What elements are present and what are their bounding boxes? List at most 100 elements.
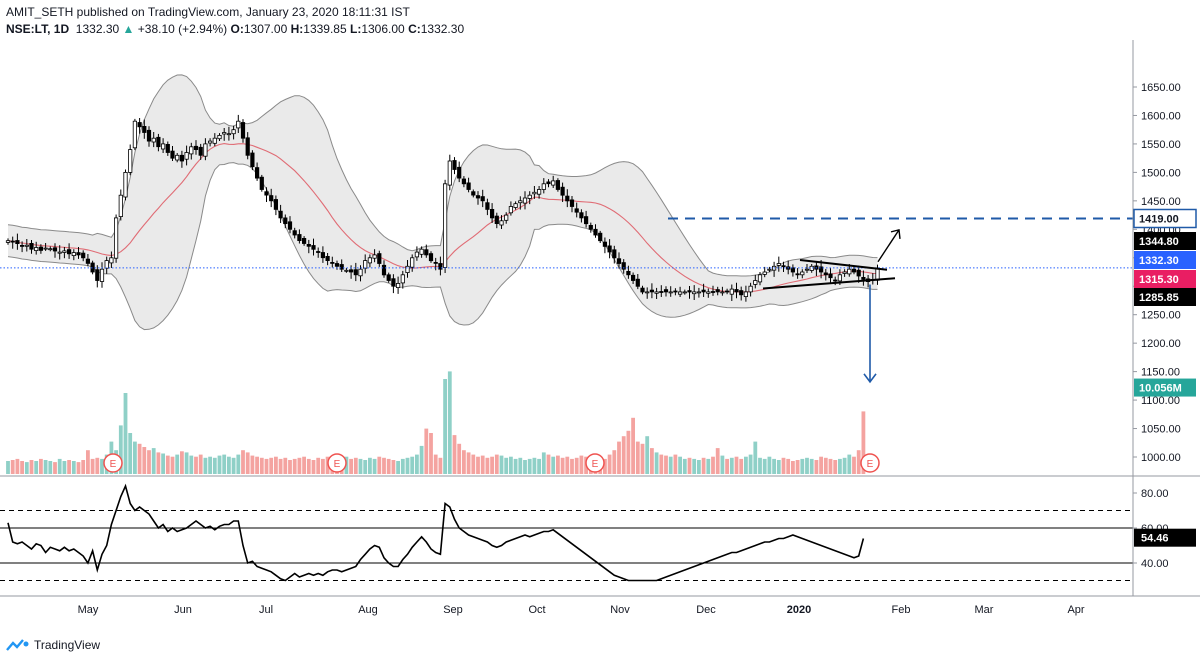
candle-body-up: [776, 263, 781, 266]
candle-body-up: [499, 220, 504, 226]
candle-body-down: [433, 261, 438, 264]
time-axis-label: Jul: [259, 604, 273, 616]
candle-body-up: [743, 291, 749, 297]
volume-bar: [739, 458, 744, 474]
candle-body-up: [748, 285, 753, 293]
candle-body-down: [471, 191, 476, 196]
candle-body-up: [212, 137, 217, 144]
volume-bar: [311, 460, 316, 474]
candle-body-up: [767, 268, 772, 271]
tradingview-brand[interactable]: TradingView: [34, 638, 101, 652]
volume-bar: [833, 460, 838, 474]
volume-bar: [631, 417, 635, 474]
volume-bar: [100, 458, 104, 474]
candle-body-down: [81, 252, 86, 259]
volume-bar: [823, 457, 828, 474]
breakout-arrowhead: [890, 229, 901, 239]
open-label: O:: [230, 22, 244, 36]
candle-body-down: [457, 166, 462, 179]
volume-bar: [541, 452, 546, 474]
candle-body-down: [301, 237, 307, 244]
volume-bar: [786, 458, 791, 474]
candle-body-down: [494, 215, 499, 225]
rsi-value-tag-label: 54.46: [1141, 533, 1169, 545]
candle-body-up: [189, 146, 194, 155]
earnings-marker-icon[interactable]: [860, 453, 880, 473]
price-chart[interactable]: 1650.001600.001550.001500.001450.001400.…: [0, 40, 1200, 630]
candle-body-down: [15, 240, 20, 244]
candle-body-down: [602, 241, 608, 247]
candle-body-down: [259, 176, 264, 190]
volume-bar: [161, 453, 165, 474]
volume-bar: [53, 462, 57, 474]
volume-bar: [189, 455, 194, 474]
rsi-pane: [0, 475, 1200, 582]
candle-body-down: [377, 253, 382, 264]
candle-body-down: [353, 269, 358, 276]
drawings: [0, 217, 1133, 384]
candle-body-down: [673, 290, 678, 293]
candle-body-down: [193, 145, 199, 151]
candle-body-down: [739, 290, 744, 296]
volume-bar: [288, 460, 292, 474]
candle-body-up: [692, 291, 697, 295]
candle-body-down: [306, 243, 311, 247]
candle-body-down: [687, 290, 692, 293]
candle-body-down: [659, 291, 664, 293]
candle-body-up: [527, 194, 532, 199]
candle-body-down: [325, 255, 330, 261]
volume-bar: [607, 454, 612, 474]
candle-body-down: [10, 240, 15, 243]
volume-bar: [748, 454, 753, 474]
candle-body-up: [800, 271, 805, 276]
volume-tag-label: 10.056M: [1139, 383, 1182, 395]
volume-bar: [447, 371, 452, 474]
candle-body-down: [381, 264, 387, 276]
volume-bar: [278, 458, 283, 474]
volume-bar: [772, 458, 776, 474]
candle-body-down: [584, 216, 589, 225]
candle-body-down: [95, 269, 100, 281]
candle-body-down: [19, 244, 25, 247]
symbol-label[interactable]: NSE:LT, 1D: [6, 22, 70, 36]
candle-body-up: [678, 291, 683, 295]
volume-bar: [297, 457, 302, 474]
candle-body-up: [160, 143, 166, 150]
volume-bar: [471, 454, 476, 474]
candle-body-down: [240, 122, 246, 139]
candles: [5, 114, 880, 302]
earnings-marker-icon[interactable]: [327, 453, 347, 473]
candle-body-down: [715, 289, 720, 293]
volume-bar: [24, 462, 29, 474]
volume-bar: [194, 456, 198, 474]
candle-body-down: [428, 253, 434, 262]
breakout-arrow: [877, 229, 900, 263]
volume-bar: [767, 456, 772, 474]
time-axis-label: Dec: [696, 604, 716, 616]
candle-body-up: [222, 132, 227, 135]
volume-bar: [697, 460, 701, 474]
candle-body-down: [607, 245, 612, 253]
earnings-marker-icon[interactable]: [585, 453, 605, 473]
earnings-marker-icon[interactable]: [103, 453, 123, 473]
candle-body-down: [701, 289, 706, 293]
candle-body-up: [123, 171, 128, 198]
chart-header: AMIT_SETH published on TradingView.com, …: [0, 0, 1200, 40]
price-tick-label: 1600.00: [1141, 110, 1181, 122]
candle-body-up: [207, 140, 213, 144]
candle-body-up: [62, 250, 67, 253]
time-axis-label: Oct: [528, 604, 545, 616]
volume-bar: [29, 460, 34, 474]
volume-bar: [720, 455, 725, 474]
volume-bar: [198, 454, 203, 474]
candle-body-up: [405, 265, 410, 274]
candle-body-down: [649, 289, 655, 293]
candle-body-up: [729, 288, 734, 295]
volume-bar: [34, 461, 39, 474]
volume-bar: [800, 458, 805, 474]
time-axis-label: Mar: [975, 604, 994, 616]
volume-bar: [574, 457, 579, 474]
candle-body-up: [367, 257, 373, 264]
candle-body-down: [179, 154, 184, 162]
candle-body-up: [414, 251, 420, 258]
